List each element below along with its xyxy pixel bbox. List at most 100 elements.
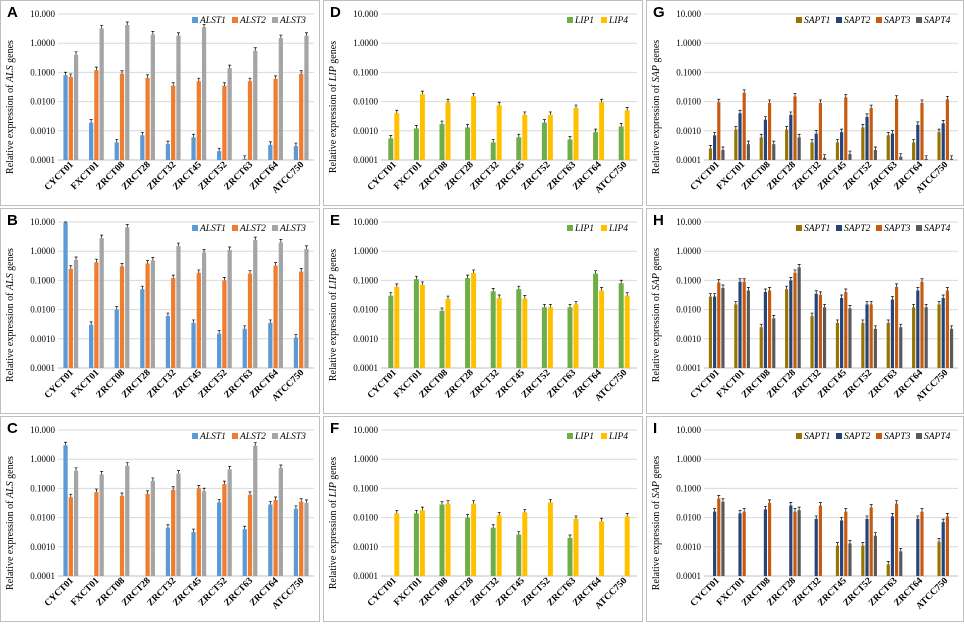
chart-svg-A: 10.000 1.0000 0.1000 0.0100 0.0010 0.0001 Rela… bbox=[0, 0, 320, 206]
legend-label: SAPT4 bbox=[924, 16, 951, 26]
error-bar bbox=[793, 508, 797, 512]
error-bar bbox=[869, 104, 873, 109]
error-bar bbox=[94, 66, 98, 71]
error-bar bbox=[920, 508, 924, 512]
bar-LIP4-ZRCT28 bbox=[471, 503, 477, 576]
bar-ALST2-CYCT01 bbox=[68, 497, 73, 576]
panel-letter: D bbox=[330, 4, 341, 21]
error-bar bbox=[279, 34, 283, 39]
y-axis-label: Relative expression of LIP genes bbox=[328, 41, 339, 173]
error-bar bbox=[294, 142, 298, 147]
bar-ALST2-ZRCT45 bbox=[196, 81, 201, 160]
bar-ALST3-ZRCT28 bbox=[150, 480, 155, 576]
error-bar bbox=[600, 98, 604, 103]
bar-SAPT1-ZRCT63 bbox=[886, 135, 890, 160]
bar-LIP4-ZRCT32 bbox=[496, 105, 502, 160]
error-bar bbox=[789, 277, 793, 281]
bar-ALST1-ATCC750 bbox=[293, 337, 299, 368]
error-bar bbox=[861, 319, 865, 323]
error-bar bbox=[192, 319, 196, 323]
bar-LIP1-ZRCT45 bbox=[516, 289, 522, 368]
bar-LIP1-ZRCT63 bbox=[567, 538, 573, 576]
bar-SAPT1-ZRCT45 bbox=[835, 142, 840, 160]
bar-SAPT3-ZRCT28 bbox=[793, 96, 797, 160]
bar-LIP4-ZRCT28 bbox=[471, 272, 477, 368]
bar-SAPT2-ZRCT63 bbox=[890, 516, 894, 576]
bar-LIP4-ZRCT63 bbox=[573, 304, 579, 368]
bar-ALST2-ATCC750 bbox=[299, 73, 304, 160]
error-bar bbox=[440, 120, 444, 125]
y-tick-label: 0.0100 bbox=[676, 513, 701, 523]
bar-SAPT3-ZRCT32 bbox=[818, 294, 822, 368]
error-bar bbox=[389, 135, 393, 139]
error-bar bbox=[848, 150, 852, 155]
legend-label: SAPT3 bbox=[884, 16, 911, 26]
error-bar bbox=[420, 281, 424, 285]
bar-LIP1-CYCT01 bbox=[388, 138, 394, 160]
error-bar bbox=[100, 234, 104, 239]
bar-LIP1-ZRCT45 bbox=[516, 534, 522, 576]
error-bar bbox=[253, 442, 257, 446]
bar-LIP1-ZRCT08 bbox=[439, 504, 445, 576]
bar-ALST1-ZRCT64 bbox=[268, 322, 273, 368]
error-bar bbox=[100, 25, 104, 29]
bar-ALST3-ZRCT64 bbox=[278, 467, 283, 576]
error-bar bbox=[197, 77, 201, 82]
y-tick-label: 1.0000 bbox=[30, 454, 55, 464]
error-bar bbox=[717, 98, 721, 103]
error-bar bbox=[574, 301, 578, 305]
error-bar bbox=[713, 131, 717, 136]
error-bar bbox=[548, 303, 552, 308]
bar-SAPT4-ZRCT45 bbox=[848, 308, 852, 368]
bar-SAPT1-ZRCT08 bbox=[759, 327, 763, 368]
error-bar bbox=[74, 256, 78, 260]
error-bar bbox=[742, 278, 746, 282]
error-bar bbox=[274, 75, 278, 79]
bar-LIP4-ZRCT63 bbox=[573, 108, 579, 160]
bar-ALST3-ZRCT32 bbox=[176, 35, 181, 160]
bar-ALST1-ZRCT45 bbox=[191, 322, 196, 368]
bar-SAPT3-FXCT01 bbox=[742, 511, 746, 576]
legend-label: LIP1 bbox=[574, 224, 594, 234]
legend-swatch bbox=[916, 433, 922, 439]
bar-SAPT2-ATCC750 bbox=[941, 123, 945, 160]
error-bar bbox=[420, 506, 424, 511]
error-bar bbox=[74, 467, 78, 471]
y-tick-label: 10.000 bbox=[353, 425, 378, 435]
error-bar bbox=[228, 64, 232, 69]
bar-SAPT2-ZRCT08 bbox=[763, 509, 767, 576]
error-bar bbox=[895, 283, 899, 287]
error-bar bbox=[899, 547, 903, 552]
y-tick-label: 0.0001 bbox=[30, 363, 55, 373]
bar-LIP4-ZRCT08 bbox=[445, 503, 451, 576]
error-bar bbox=[844, 93, 848, 98]
error-bar bbox=[950, 325, 954, 329]
bar-SAPT2-ZRCT52 bbox=[865, 304, 869, 368]
bar-SAPT4-ZRCT28 bbox=[797, 510, 801, 576]
error-bar bbox=[594, 270, 598, 274]
bar-ALST2-ZRCT45 bbox=[196, 272, 201, 368]
bar-ALST1-ZRCT32 bbox=[165, 144, 171, 160]
bar-SAPT3-ATCC750 bbox=[945, 99, 949, 160]
chart-svg-F: 10.000 1.0000 0.1000 0.0100 0.0010 0.0001 Rela… bbox=[323, 416, 643, 622]
chart-panel-C: 10.000 1.0000 0.1000 0.0100 0.0010 0.0001 Rela… bbox=[0, 416, 320, 622]
legend-label: LIP1 bbox=[574, 432, 594, 442]
y-tick-label: 1.0000 bbox=[30, 246, 55, 256]
bar-ALST3-ZRCT63 bbox=[253, 240, 258, 368]
bar-ALST2-ATCC750 bbox=[299, 271, 304, 368]
error-bar bbox=[941, 294, 945, 298]
error-bar bbox=[574, 104, 578, 109]
y-tick-label: 0.0100 bbox=[30, 97, 55, 107]
bar-SAPT2-ZRCT28 bbox=[789, 114, 793, 160]
bar-LIP4-CYCT01 bbox=[394, 113, 400, 160]
error-bar bbox=[890, 296, 894, 300]
legend-swatch bbox=[916, 225, 922, 231]
chart-svg-E: 10.000 1.0000 0.1000 0.0100 0.0010 0.0001 Rela… bbox=[323, 208, 643, 414]
bar-LIP4-FXCT01 bbox=[419, 94, 425, 160]
y-tick-label: 10.000 bbox=[676, 9, 701, 19]
y-tick-label: 1.0000 bbox=[353, 246, 378, 256]
error-bar bbox=[217, 499, 221, 503]
bar-ALST3-ZRCT63 bbox=[253, 445, 258, 576]
bar-LIP4-FXCT01 bbox=[419, 284, 425, 368]
y-tick-label: 0.1000 bbox=[353, 275, 378, 285]
